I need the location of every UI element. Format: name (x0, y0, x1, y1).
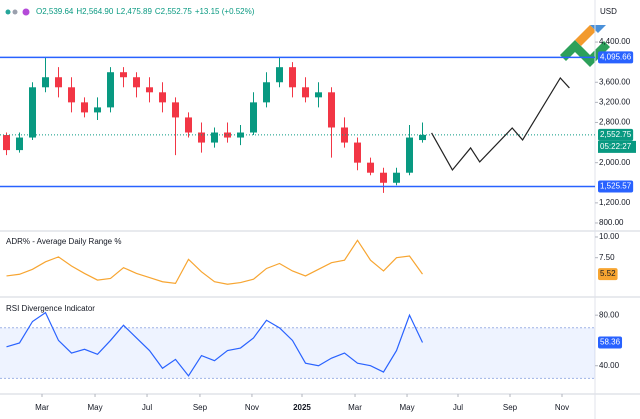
x-tick-label: 2025 (293, 403, 311, 412)
y-tick-label: 80.00 (599, 310, 620, 319)
price-tag (598, 128, 634, 141)
y-tick-label: 40.00 (599, 361, 620, 370)
candle-body (250, 102, 257, 133)
x-tick-label: Mar (35, 403, 49, 412)
price-tag (598, 51, 634, 64)
indicator-line (6, 239, 423, 285)
candle-body (289, 67, 296, 88)
candle-body (276, 67, 283, 83)
x-tick-label: May (399, 403, 414, 412)
ohlc-header: O2,539.64 H2,564.90 L2,475.89 C2,552.75 +13.… (36, 7, 255, 16)
candle-body (393, 172, 400, 183)
symbol-icon (22, 8, 30, 16)
y-tick-label: 2,000.00 (599, 158, 631, 167)
candle-body (198, 132, 205, 143)
price-tag-label: 58.36 (600, 338, 621, 347)
y-tick-label: 2,800.00 (599, 118, 631, 127)
candle-body (302, 87, 309, 98)
candle-body (341, 127, 348, 143)
candle-body (172, 102, 179, 118)
candle-body (185, 117, 192, 133)
price-tag (598, 180, 634, 193)
x-tick-label: Sep (503, 403, 518, 412)
band (0, 327, 595, 379)
candle-body (315, 92, 322, 98)
ohlc-value: C2,552.75 (155, 7, 192, 16)
candle-body (42, 77, 49, 88)
price-tag (598, 336, 623, 349)
logo (560, 25, 610, 67)
x-tick-label: Sep (193, 403, 208, 412)
ohlc-value: +13.15 (+0.52%) (195, 7, 255, 16)
candle-body (107, 72, 114, 108)
candle-body (354, 142, 361, 163)
projection-line (431, 76, 570, 172)
price-tag-label: 5.52 (600, 269, 616, 278)
toolbar-icons (5, 8, 30, 16)
candle-body (133, 77, 140, 88)
ohlc-value: O2,539.64 (36, 7, 74, 16)
x-tick-label: Jul (142, 403, 152, 412)
panel-title: RSI Divergence Indicator (6, 304, 95, 313)
candle-body (328, 92, 335, 128)
y-tick-label: 10.00 (599, 232, 620, 241)
price-tag-label: 1,525.57 (600, 182, 632, 191)
candle-body (367, 162, 374, 173)
y-tick-label: 1,200.00 (599, 198, 631, 207)
price-tag-label: 4,095.66 (600, 52, 632, 61)
candle-body (159, 92, 166, 103)
candle-body (380, 172, 387, 183)
candle-body (146, 87, 153, 93)
candle-body (16, 137, 23, 151)
candle-body (406, 137, 413, 173)
price-tag-label: 2,552.75 (600, 130, 632, 139)
logo-mark (560, 40, 610, 67)
candle-body (29, 87, 36, 138)
x-tick-label: Mar (348, 403, 362, 412)
y-tick-label: 3,200.00 (599, 97, 631, 106)
ohlc-value: L2,475.89 (116, 7, 152, 16)
x-tick-label: Nov (555, 403, 569, 412)
logo-mark (575, 25, 596, 46)
panel-title: ADR% - Average Daily Range % (6, 237, 121, 246)
candle-body (81, 102, 88, 113)
x-tick-label: Jul (453, 403, 463, 412)
candle-body (263, 82, 270, 103)
x-tick-label: May (87, 403, 102, 412)
candle-body (94, 107, 101, 113)
candle-body (211, 132, 218, 143)
currency-label: USD (600, 7, 617, 16)
candle-body (224, 132, 231, 138)
price-tag (598, 268, 618, 281)
candle-body (419, 134, 426, 141)
ohlc-value: H2,564.90 (76, 7, 113, 16)
y-tick-label: 4,400.00 (599, 37, 631, 46)
y-tick-label: 800.00 (599, 218, 624, 227)
candle-body (55, 77, 62, 88)
y-tick-label: 3,600.00 (599, 77, 631, 86)
logo-mark (590, 25, 606, 33)
candle-body (120, 72, 127, 78)
x-tick-label: Nov (245, 403, 259, 412)
countdown-tag (598, 140, 636, 153)
status-dot (12, 9, 18, 15)
candle-body (3, 135, 10, 151)
y-tick-label: 7.50 (599, 253, 615, 262)
status-dot (5, 9, 11, 15)
countdown: 05:22:27 (600, 142, 632, 151)
candle-body (68, 87, 75, 103)
indicator-line (6, 311, 424, 377)
